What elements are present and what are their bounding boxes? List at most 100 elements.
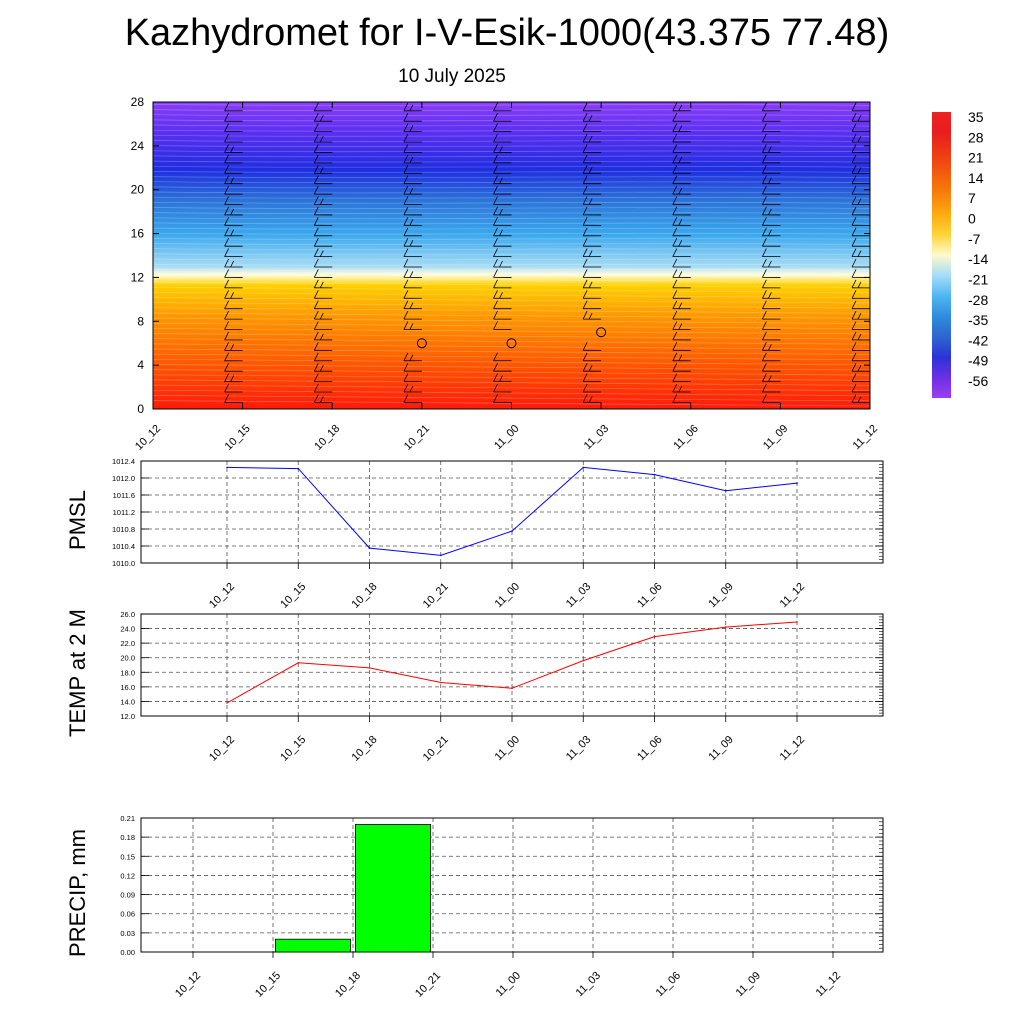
isoline bbox=[153, 286, 870, 294]
barb-flag bbox=[582, 248, 588, 257]
isoline bbox=[153, 145, 870, 148]
colorbar-label: -49 bbox=[968, 353, 988, 369]
x-tick-label: 11_00 bbox=[493, 581, 523, 611]
data-point bbox=[226, 466, 228, 469]
barb-flag bbox=[224, 363, 229, 372]
barb-flag bbox=[762, 154, 767, 164]
barb-flag bbox=[582, 217, 588, 226]
y-tick-label: 20 bbox=[131, 183, 145, 197]
barb-flag bbox=[141, 303, 144, 309]
isoline bbox=[153, 338, 870, 345]
barb-flag bbox=[493, 300, 498, 309]
barb-flag bbox=[319, 250, 324, 257]
y-tick-label: 22.0 bbox=[120, 639, 135, 648]
barb-flag bbox=[762, 113, 767, 122]
barb-flag bbox=[135, 124, 139, 132]
barb-flag bbox=[224, 238, 229, 247]
barb-flag bbox=[582, 269, 588, 278]
barb-flag bbox=[762, 352, 767, 361]
barb-flag bbox=[135, 259, 139, 267]
y-tick-label: 0.15 bbox=[120, 852, 135, 861]
isoline bbox=[153, 358, 870, 366]
x-tick-label: 10_15 bbox=[278, 734, 308, 764]
plot-frame bbox=[140, 817, 884, 953]
barb-flag bbox=[851, 206, 857, 216]
barb-flag bbox=[224, 300, 229, 309]
barb-flag bbox=[851, 238, 857, 247]
barb-flag bbox=[582, 238, 588, 247]
barb-flag bbox=[313, 227, 319, 236]
x-tick-label: 11_03 bbox=[564, 581, 594, 611]
y-tick-label: 12 bbox=[131, 270, 145, 284]
barb-flag bbox=[678, 271, 683, 278]
barb-flag bbox=[582, 102, 588, 111]
barb-flag bbox=[678, 323, 683, 330]
barb-flag bbox=[493, 290, 498, 299]
x-tick-label: 11_06 bbox=[654, 970, 684, 1000]
data-point bbox=[582, 466, 585, 469]
barb-flag bbox=[493, 363, 498, 372]
colorbar-label: -56 bbox=[968, 373, 988, 389]
barb-flag bbox=[672, 331, 678, 341]
barb-flag bbox=[313, 185, 319, 195]
isoline bbox=[153, 268, 870, 271]
barb-flag bbox=[851, 383, 857, 393]
barb-flag bbox=[768, 344, 772, 351]
barb-flag bbox=[588, 250, 593, 257]
isoline bbox=[153, 140, 870, 142]
x-tick-label: 10_18 bbox=[312, 423, 342, 453]
barb-flag bbox=[230, 292, 234, 299]
isoline bbox=[153, 395, 870, 402]
barb-flag bbox=[409, 187, 414, 195]
barb-flag bbox=[135, 197, 139, 205]
bar bbox=[274, 938, 351, 953]
x-tick-label: 10_12 bbox=[207, 581, 237, 611]
barb-flag bbox=[224, 331, 229, 341]
barb-flag bbox=[224, 175, 229, 184]
barb-flag bbox=[141, 219, 144, 225]
x-tick-label: 11_09 bbox=[706, 734, 736, 764]
isoline bbox=[153, 258, 870, 261]
x-tick-label: 11_03 bbox=[582, 423, 612, 453]
barb-flag bbox=[672, 227, 678, 236]
x-tick-label: 10_15 bbox=[223, 423, 253, 453]
isoline bbox=[153, 176, 870, 179]
barb-flag bbox=[762, 217, 767, 226]
barb-flag bbox=[762, 206, 767, 216]
barb-flag bbox=[672, 185, 678, 195]
barb-flag bbox=[409, 156, 414, 164]
barb-flag bbox=[678, 385, 683, 393]
barb-flag bbox=[403, 383, 409, 393]
barb-flag bbox=[313, 206, 319, 216]
barb-flag bbox=[582, 196, 588, 205]
barb-flag bbox=[851, 102, 857, 111]
barb-flag bbox=[851, 363, 857, 372]
colorbar-labels: 35 28 21 14 7 0 -7 -14 -21 -28 -35 -42 -49 -56 bbox=[968, 109, 988, 389]
barb-flag bbox=[224, 373, 229, 382]
isoline bbox=[153, 227, 870, 230]
barb-flag bbox=[582, 342, 588, 351]
x-tick-label: 10_15 bbox=[253, 970, 283, 1000]
chart-subtitle: 10 July 2025 bbox=[398, 66, 506, 87]
barb-flag bbox=[672, 217, 678, 226]
barb-flag bbox=[493, 373, 498, 382]
x-tick-label: 11_12 bbox=[814, 970, 844, 1000]
barb-flag bbox=[409, 240, 414, 247]
y-tick-label: 1010.8 bbox=[112, 525, 135, 534]
y-tick-label: 1011.2 bbox=[113, 508, 135, 517]
isoline bbox=[153, 348, 870, 355]
barb-flag bbox=[403, 154, 409, 164]
barb-flag bbox=[493, 185, 498, 195]
x-tick-label: 11_00 bbox=[493, 734, 523, 764]
barb-flag bbox=[319, 115, 324, 122]
barb-flag bbox=[672, 144, 678, 153]
y-tick-label: 1011.6 bbox=[113, 491, 135, 500]
barb-flag bbox=[403, 300, 409, 309]
barb-flag bbox=[224, 352, 229, 361]
barb-flag bbox=[403, 373, 409, 382]
colorbar-label: 7 bbox=[968, 190, 976, 206]
barb-flag bbox=[857, 115, 862, 122]
barb-flag bbox=[678, 219, 683, 226]
y-tick-label: 1012.4 bbox=[112, 457, 135, 466]
barb-flag bbox=[672, 352, 678, 361]
